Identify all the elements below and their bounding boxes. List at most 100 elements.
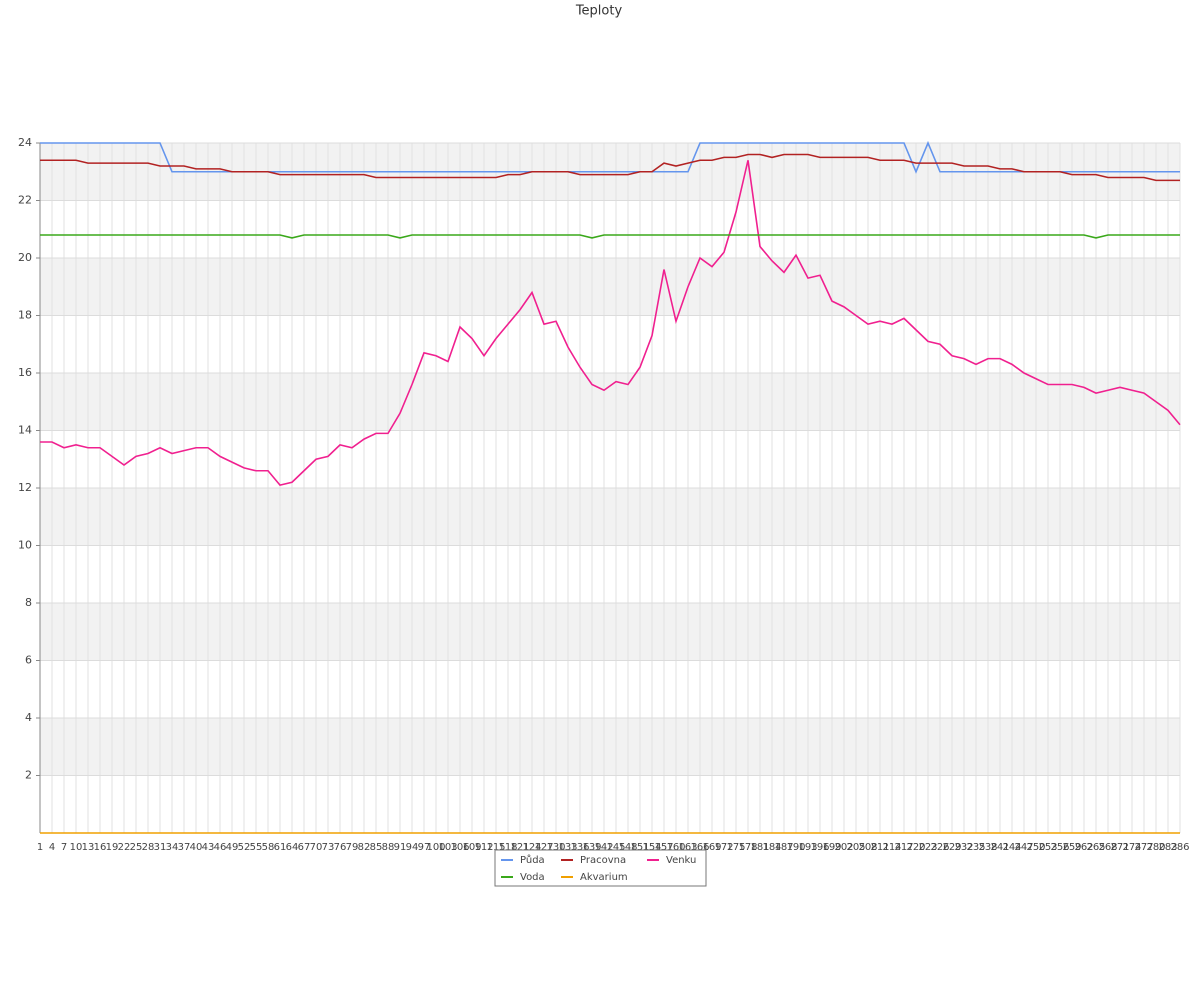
chart-title: Teploty	[575, 4, 623, 19]
x-tick-label: 202	[834, 842, 853, 853]
x-tick-label: 109	[462, 842, 481, 853]
x-tick-label: 76	[334, 842, 347, 853]
x-tick-label: 187	[774, 842, 793, 853]
x-tick-label: 283	[1158, 842, 1177, 853]
x-tick-label: 136	[570, 842, 589, 853]
legend-box	[494, 849, 707, 887]
x-tick-label: 277	[1134, 842, 1153, 853]
x-tick-label: 178	[738, 842, 757, 853]
x-tick-label: 121	[510, 842, 529, 853]
x-tick-label: 214	[882, 842, 901, 853]
legend-label: Voda	[520, 872, 545, 883]
x-tick-label: 163	[678, 842, 697, 853]
x-tick-label: 7	[61, 842, 67, 853]
x-tick-label: 229	[942, 842, 961, 853]
x-tick-label: 22	[118, 842, 131, 853]
x-tick-label: 34	[166, 842, 179, 853]
x-tick-label: 157	[654, 842, 673, 853]
x-tick-label: 64	[286, 842, 299, 853]
x-tick-label: 100	[426, 842, 445, 853]
x-tick-label: 28	[142, 842, 155, 853]
x-tick-label: 268	[1098, 842, 1117, 853]
x-tick-label: 274	[1122, 842, 1141, 853]
x-tick-label: 58	[262, 842, 275, 853]
x-tick-label: 142	[594, 842, 613, 853]
x-tick-label: 166	[690, 842, 709, 853]
grid-band	[40, 373, 1180, 431]
x-tick-label: 91	[394, 842, 407, 853]
x-tick-label: 145	[606, 842, 625, 853]
x-tick-label: 115	[486, 842, 505, 853]
x-tick-label: 82	[358, 842, 371, 853]
y-tick-label: 24	[18, 136, 32, 149]
x-tick-label: 247	[1014, 842, 1033, 853]
series-line	[40, 234, 1180, 239]
x-tick-label: 172	[714, 842, 733, 853]
x-tick-label: 211	[870, 842, 889, 853]
x-tick-label: 241	[990, 842, 1009, 853]
x-tick-label: 280	[1146, 842, 1165, 853]
x-tick-label: 46	[214, 842, 227, 853]
x-tick-label: 169	[702, 842, 721, 853]
x-tick-label: 103	[438, 842, 457, 853]
x-tick-label: 55	[250, 842, 263, 853]
x-tick-label: 253	[1038, 842, 1057, 853]
x-tick-label: 13	[82, 842, 95, 853]
x-tick-label: 190	[786, 842, 805, 853]
x-tick-label: 265	[1086, 842, 1105, 853]
x-tick-label: 124	[522, 842, 541, 853]
grid-band	[40, 718, 1180, 776]
x-tick-label: 61	[274, 842, 287, 853]
x-tick-label: 16	[94, 842, 107, 853]
x-tick-label: 133	[558, 842, 577, 853]
x-tick-label: 184	[762, 842, 781, 853]
x-tick-label: 112	[474, 842, 493, 853]
series-line	[40, 160, 1181, 487]
x-tick-label: 85	[370, 842, 383, 853]
x-tick-label: 232	[954, 842, 973, 853]
x-tick-label: 193	[798, 842, 817, 853]
x-tick-label: 250	[1026, 842, 1045, 853]
y-tick-label: 20	[18, 251, 32, 264]
x-tick-label: 106	[450, 842, 469, 853]
x-tick-label: 256	[1050, 842, 1069, 853]
y-tick-label: 4	[25, 711, 32, 724]
x-tick-label: 118	[498, 842, 517, 853]
x-tick-label: 205	[846, 842, 865, 853]
x-tick-label: 196	[810, 842, 829, 853]
x-tick-label: 151	[630, 842, 649, 853]
x-tick-label: 43	[202, 842, 215, 853]
legend-label: Venku	[666, 855, 696, 866]
x-tick-label: 1	[37, 842, 43, 853]
x-tick-label: 10	[70, 842, 83, 853]
x-tick-label: 4	[49, 842, 55, 853]
x-tick-label: 226	[930, 842, 949, 853]
x-tick-label: 235	[966, 842, 985, 853]
x-tick-label: 286	[1170, 842, 1189, 853]
y-tick-label: 8	[25, 596, 32, 609]
x-tick-label: 271	[1110, 842, 1129, 853]
x-tick-label: 127	[534, 842, 553, 853]
x-tick-label: 160	[666, 842, 685, 853]
series-line	[40, 153, 1180, 182]
x-tick-label: 244	[1002, 842, 1021, 853]
x-tick-label: 52	[238, 842, 251, 853]
x-tick-label: 199	[822, 842, 841, 853]
y-tick-label: 6	[25, 654, 32, 667]
legend-label: Půda	[520, 854, 545, 866]
x-tick-label: 49	[226, 842, 239, 853]
x-tick-label: 175	[726, 842, 745, 853]
grid-band	[40, 488, 1180, 546]
x-tick-label: 238	[978, 842, 997, 853]
x-tick-label: 154	[642, 842, 661, 853]
y-tick-label: 14	[18, 424, 32, 437]
x-tick-label: 94	[406, 842, 419, 853]
x-tick-label: 139	[582, 842, 601, 853]
x-tick-label: 217	[894, 842, 913, 853]
x-tick-label: 37	[178, 842, 191, 853]
x-tick-label: 40	[190, 842, 203, 853]
x-tick-label: 67	[298, 842, 311, 853]
y-tick-label: 22	[18, 194, 32, 207]
x-tick-label: 79	[346, 842, 359, 853]
